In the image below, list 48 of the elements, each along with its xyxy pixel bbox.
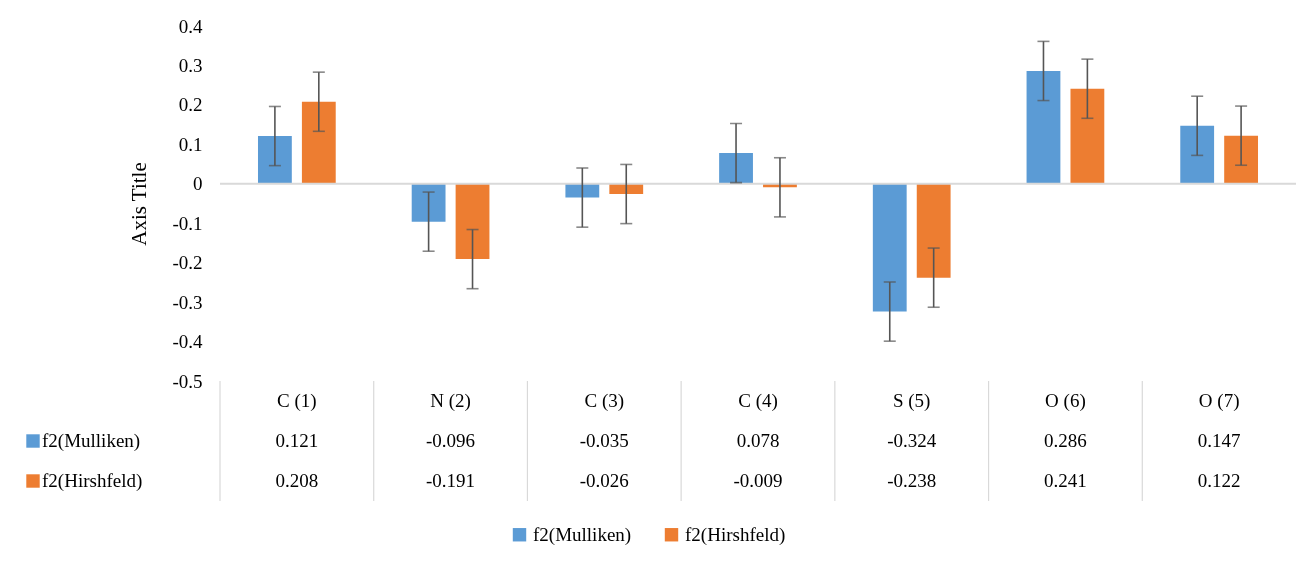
y-tick-label: -0.1 (172, 212, 203, 234)
bar (719, 153, 753, 184)
x-tick-label: C (4) (738, 390, 778, 412)
bar (1070, 88, 1105, 184)
legend-label: f2(Hirshfeld) (685, 523, 786, 546)
y-tick-label: 0.3 (178, 54, 203, 76)
x-tick-label: C (1) (277, 390, 317, 412)
y-tick-label: 0.1 (178, 133, 203, 155)
bar (1026, 70, 1061, 184)
bar (916, 183, 951, 278)
data-label: -0.238 (887, 470, 937, 491)
text: f2(Hirshfeld) (42, 470, 143, 491)
bar (872, 183, 907, 312)
y-tick-label: 0.2 (178, 94, 203, 116)
y-axis-title: Axis Title (127, 162, 152, 246)
data-label: 0.122 (1197, 470, 1241, 491)
data-label: 0.121 (275, 430, 319, 451)
y-tick-label: 0.4 (178, 15, 203, 37)
x-tick-label: S (5) (892, 390, 931, 412)
x-tick-label: O (6) (1045, 390, 1086, 412)
bar (455, 183, 490, 260)
y-tick-label: -0.4 (172, 331, 203, 353)
bar (257, 136, 292, 184)
data-label: -0.324 (887, 430, 937, 451)
data-label: -0.026 (579, 470, 629, 491)
x-tick-label: N (2) (430, 390, 471, 412)
bar (1224, 135, 1259, 184)
bar (1180, 125, 1215, 184)
data-label: 0.078 (736, 430, 780, 451)
text: f2(Mulliken) (533, 523, 632, 545)
y-tick-label: 0 (193, 173, 203, 195)
data-label: -0.191 (426, 470, 476, 491)
data-label: 0.147 (1197, 430, 1241, 451)
data-label: 0.241 (1044, 470, 1087, 491)
bar (565, 183, 600, 198)
x-tick-label: C (3) (584, 390, 625, 412)
data-label: -0.035 (579, 430, 629, 451)
bar (411, 183, 446, 222)
x-tick-label: O (7) (1198, 390, 1240, 412)
legend-label: f2(Mulliken) (42, 430, 141, 452)
data-label: -0.096 (426, 430, 476, 451)
data-label: -0.009 (733, 470, 783, 491)
y-tick-label: -0.3 (172, 291, 203, 313)
y-tick-label: -0.5 (172, 370, 203, 392)
bar (301, 101, 336, 184)
data-label: 0.286 (1044, 430, 1087, 451)
y-tick-label: -0.2 (172, 252, 203, 274)
data-label: 0.208 (275, 470, 319, 491)
